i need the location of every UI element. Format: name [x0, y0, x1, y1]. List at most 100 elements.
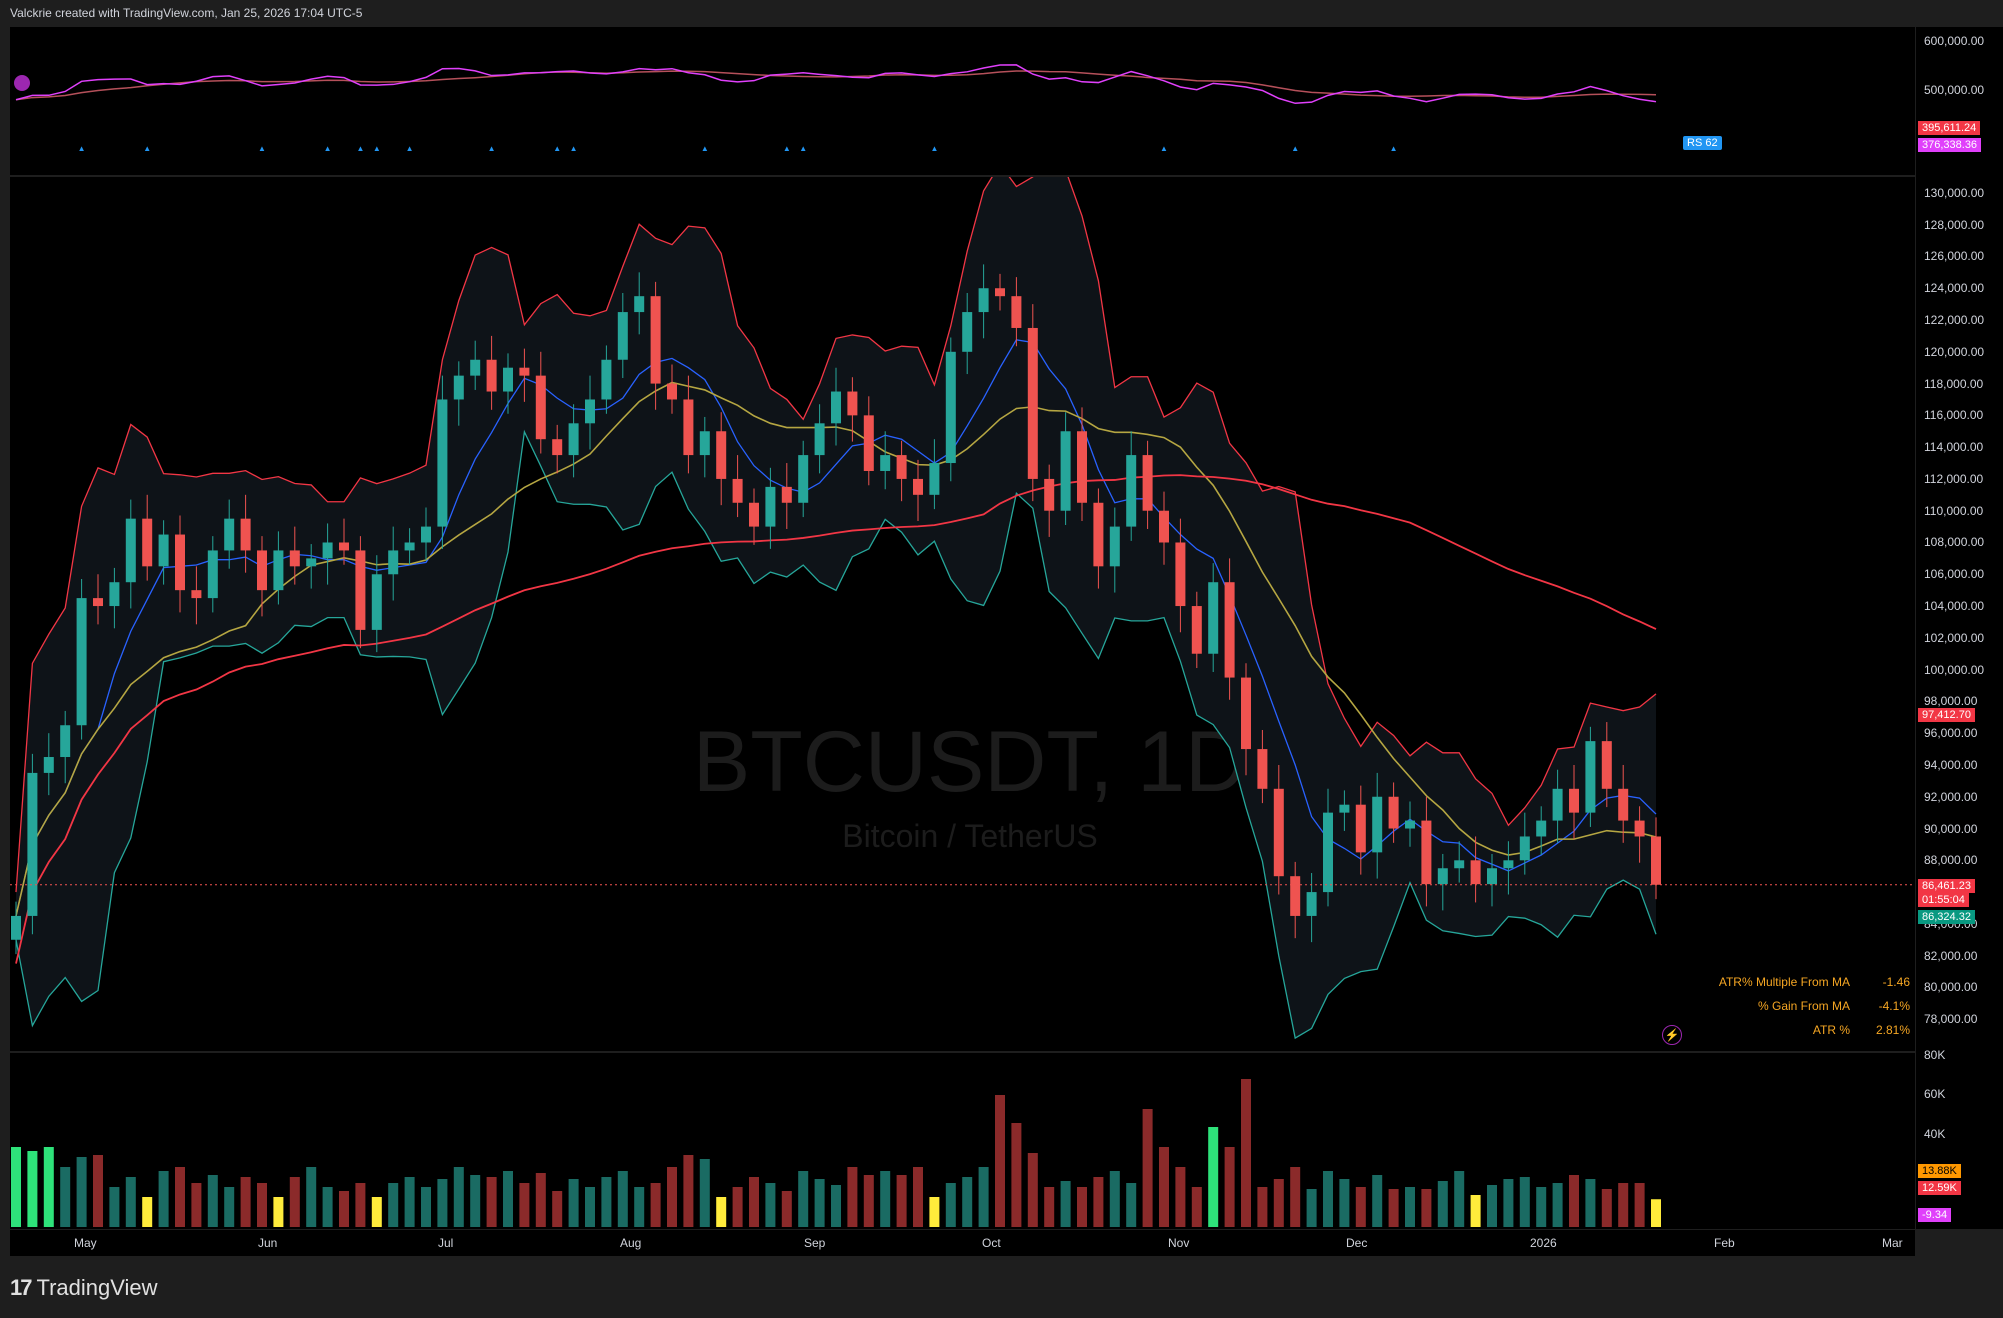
candle-body — [1290, 876, 1301, 916]
volume-bar — [732, 1187, 743, 1227]
volume-pane[interactable] — [10, 1053, 1915, 1229]
volume-bar — [634, 1187, 645, 1227]
candle-body — [962, 312, 973, 352]
volume-bar — [1569, 1175, 1579, 1227]
candle-body — [1027, 327, 1038, 479]
volume-bar — [896, 1175, 907, 1227]
volume-bar — [289, 1177, 300, 1227]
caption: Valckrie created with TradingView.com, J… — [10, 6, 363, 20]
rs-marker: ▲ — [1390, 144, 1398, 153]
volume-bar — [798, 1171, 809, 1227]
price-axis-tick: 82,000.00 — [1924, 948, 1978, 963]
candle-body — [60, 725, 71, 758]
price-axis-tick: 80,000.00 — [1924, 980, 1978, 995]
volume-bar — [1355, 1187, 1366, 1227]
candle-body — [683, 399, 694, 456]
volume-bar — [1290, 1167, 1301, 1227]
volume-tag: 13.88K — [1918, 1164, 1961, 1178]
price-axis-tick: 106,000.00 — [1924, 567, 1985, 582]
volume-axis-tick: 60K — [1924, 1087, 1946, 1101]
rs-pane[interactable]: ▲ ▲ ▲ ▲ ▲ ▲ ▲ ▲ ▲ ▲ ▲ ▲ ▲ ▲ ▲ ▲ ▲ — [10, 27, 1915, 175]
volume-bar — [962, 1177, 973, 1227]
rs-marker: ▲ — [930, 144, 938, 153]
candle-body — [650, 296, 661, 384]
candle-body — [519, 367, 530, 376]
rs-axis-tick: 600,000.00 — [1924, 34, 1985, 48]
price-axis[interactable]: 600,000.00 500,000.00 395,611.24 376,338… — [1916, 27, 2003, 1229]
candle-body — [404, 542, 415, 551]
rs-marker: ▲ — [258, 144, 266, 153]
ma20-line — [15, 339, 1657, 917]
price-axis-tick: 92,000.00 — [1924, 789, 1978, 804]
volume-bar — [306, 1167, 317, 1227]
volume-bar — [1601, 1189, 1612, 1227]
bb-upper-line — [15, 145, 1657, 893]
candle-body — [1159, 510, 1169, 543]
candle-body — [109, 582, 120, 607]
price-axis-tick: 116,000.00 — [1924, 408, 1984, 423]
stat-value: -4.1% — [1878, 999, 1910, 1013]
volume-bar — [978, 1167, 989, 1227]
volume-tag: 12.59K — [1918, 1181, 1961, 1195]
price-axis-tick: 98,000.00 — [1924, 694, 1978, 709]
candle-body — [306, 558, 317, 567]
candle-body — [322, 542, 333, 559]
stat-label: ATR% Multiple From MA — [1718, 975, 1850, 989]
volume-bar — [371, 1197, 382, 1227]
oscillator-tag: -9.34 — [1918, 1208, 1952, 1222]
time-axis[interactable]: May Jun Jul Aug Sep Oct Nov Dec 2026 Feb Mar — [10, 1230, 1915, 1256]
volume-bar — [1011, 1123, 1022, 1227]
watermark-symbol: BTCUSDT, 1D — [693, 714, 1247, 810]
volume-bar — [1060, 1181, 1071, 1227]
volume-bar — [1093, 1177, 1104, 1227]
volume-axis-tick: 40K — [1924, 1127, 1946, 1141]
rs-chart: ▲ ▲ ▲ ▲ ▲ ▲ ▲ ▲ ▲ ▲ ▲ ▲ ▲ ▲ ▲ ▲ ▲ — [14, 64, 1657, 153]
candle-body — [1552, 788, 1563, 821]
volume-bar — [683, 1155, 694, 1227]
volume-bar — [158, 1171, 169, 1227]
volume-bar — [1618, 1183, 1629, 1227]
volume-bar — [831, 1185, 841, 1227]
candle-body — [1470, 860, 1481, 885]
volume-bar — [650, 1183, 661, 1227]
volume-bar — [191, 1183, 202, 1227]
candle-body — [1634, 820, 1645, 837]
candle-body — [371, 574, 382, 630]
volume-bar — [1142, 1109, 1153, 1227]
stat-row: % Gain From MA -4.1% — [1690, 994, 1910, 1018]
rs-marker: ▲ — [701, 144, 709, 153]
candle-body — [617, 312, 628, 360]
brand-name: TradingView — [36, 1275, 158, 1300]
volume-bar — [1585, 1179, 1596, 1227]
candle-body — [847, 391, 858, 416]
candle-body — [1273, 788, 1284, 877]
candle-body — [732, 478, 743, 503]
time-axis-tick: 2026 — [1530, 1236, 1557, 1250]
candle-body — [913, 478, 923, 495]
candle-body — [1601, 741, 1612, 789]
candle-body — [814, 423, 825, 456]
candle-body — [1651, 836, 1661, 885]
volume-bar — [585, 1187, 595, 1227]
stat-value: -1.46 — [1882, 975, 1910, 989]
candle-body — [421, 526, 431, 543]
candle-body — [224, 518, 235, 551]
price-pane[interactable]: BTCUSDT, 1D Bitcoin / TetherUS ⚡ — [10, 145, 1915, 1051]
stat-row: ATR % 2.81% — [1690, 1018, 1910, 1042]
volume-bar — [27, 1151, 38, 1227]
time-axis-tick: May — [74, 1236, 97, 1250]
candle-body — [1093, 502, 1104, 567]
candle-body — [1224, 582, 1235, 678]
lightning-icon[interactable]: ⚡ — [1662, 1025, 1682, 1045]
price-axis-tick: 118,000.00 — [1924, 376, 1984, 391]
candle-body — [1585, 741, 1596, 813]
time-axis-tick: Nov — [1168, 1236, 1190, 1250]
volume-bar — [1257, 1187, 1268, 1227]
time-axis-tick: Sep — [804, 1236, 826, 1250]
candle-body — [1175, 542, 1186, 607]
candle-body — [388, 550, 399, 575]
candle-body — [1503, 860, 1514, 869]
countdown-tag: 01:55:04 — [1918, 893, 1969, 907]
candle-body — [1126, 455, 1137, 527]
candle-body — [76, 598, 87, 726]
